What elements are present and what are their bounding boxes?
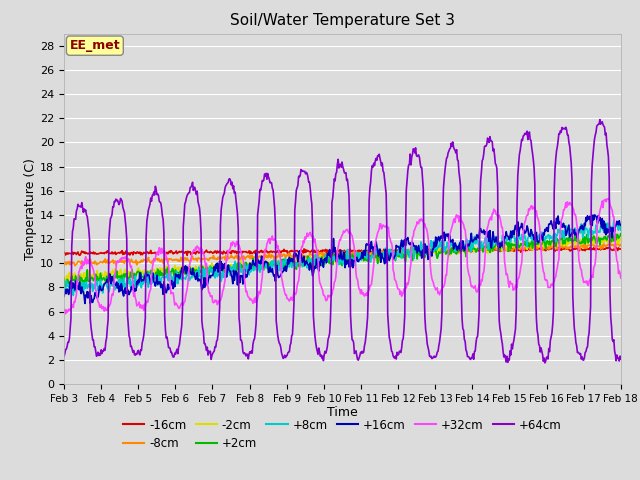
Title: Soil/Water Temperature Set 3: Soil/Water Temperature Set 3 [230,13,455,28]
+16cm [185,269,193,275]
-2cm [60,275,68,280]
Line: +32cm: +32cm [64,198,621,314]
-2cm [61,278,69,284]
+64cm [127,343,135,349]
+8cm [128,283,136,289]
-16cm [599,244,607,250]
-2cm [71,270,79,276]
+2cm [128,267,136,273]
+32cm [617,275,625,281]
-8cm [70,260,78,265]
-2cm [617,237,625,242]
+16cm [60,293,68,299]
-16cm [214,250,222,256]
+8cm [214,268,222,274]
+8cm [610,217,618,223]
-8cm [411,250,419,255]
+64cm [617,356,625,362]
+64cm [426,354,434,360]
+64cm [184,191,192,197]
Line: +2cm: +2cm [64,234,621,287]
Line: +8cm: +8cm [64,220,621,296]
Line: +16cm: +16cm [64,215,621,303]
+32cm [71,300,79,305]
Line: -2cm: -2cm [64,236,621,281]
+8cm [70,293,77,299]
+64cm [60,353,68,359]
+2cm [185,272,193,277]
+64cm [410,146,418,152]
Y-axis label: Temperature (C): Temperature (C) [24,158,37,260]
-16cm [185,250,193,255]
+32cm [61,311,69,317]
-8cm [428,248,435,254]
+8cm [428,238,435,243]
+2cm [411,246,419,252]
-2cm [214,263,222,268]
+32cm [428,271,435,276]
+2cm [428,247,435,252]
-2cm [185,265,193,271]
+2cm [61,284,68,289]
+64cm [596,117,604,122]
-2cm [611,233,618,239]
+64cm [541,360,548,366]
+16cm [128,287,136,292]
-8cm [617,242,625,248]
+64cm [70,216,78,222]
+16cm [617,222,625,228]
+2cm [60,276,68,282]
-16cm [127,250,135,255]
+32cm [214,300,222,306]
+16cm [428,252,435,257]
+2cm [71,278,79,284]
-2cm [428,249,435,254]
+8cm [411,250,419,255]
Line: +64cm: +64cm [64,120,621,363]
+32cm [60,307,68,312]
-8cm [128,258,136,264]
+8cm [60,285,68,291]
-2cm [128,269,136,275]
-16cm [60,249,68,255]
+8cm [617,227,625,233]
+32cm [128,272,136,277]
-16cm [428,247,435,252]
Legend: -16cm, -8cm, -2cm, +2cm, +8cm, +16cm, +32cm, +64cm: -16cm, -8cm, -2cm, +2cm, +8cm, +16cm, +3… [118,414,566,455]
Text: EE_met: EE_met [70,39,120,52]
-16cm [183,252,191,258]
-16cm [411,247,419,253]
-16cm [617,246,625,252]
+8cm [185,268,193,274]
+16cm [70,283,78,289]
Line: -8cm: -8cm [64,241,621,265]
+2cm [214,272,222,278]
+32cm [185,269,193,275]
-2cm [411,251,419,257]
-8cm [185,258,193,264]
+2cm [617,231,625,237]
+32cm [411,227,419,232]
+8cm [71,288,79,294]
-8cm [71,263,79,268]
-8cm [60,262,68,268]
+16cm [591,212,598,218]
+16cm [214,269,222,275]
+32cm [605,195,613,201]
-16cm [70,250,78,255]
-8cm [214,254,222,260]
X-axis label: Time: Time [327,407,358,420]
+16cm [81,300,89,306]
-8cm [612,239,620,244]
+64cm [214,337,221,343]
Line: -16cm: -16cm [64,247,621,255]
+16cm [411,243,419,249]
